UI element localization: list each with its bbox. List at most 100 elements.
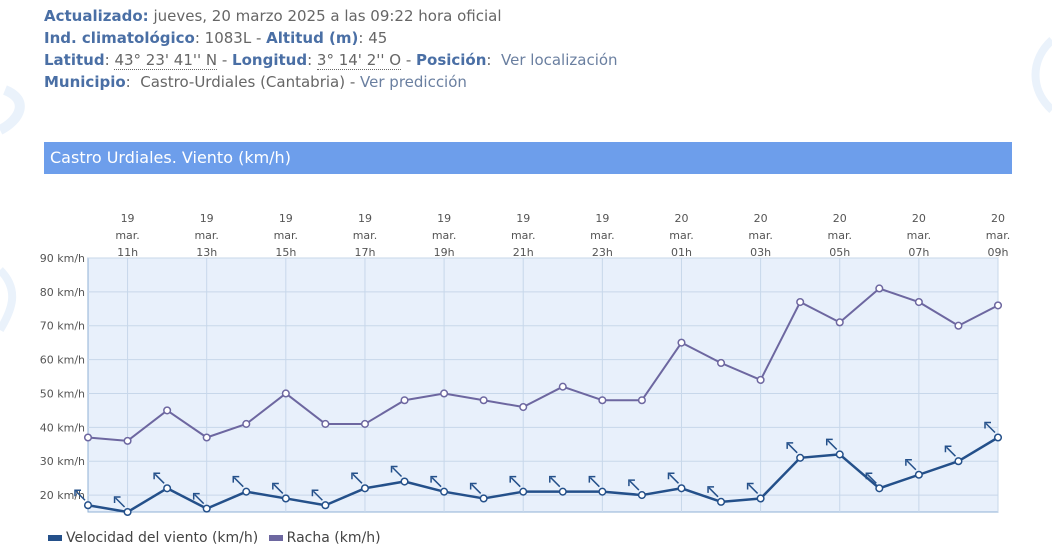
municipality-row: Municipio: Castro-Urdiales (Cantabria) -…	[44, 71, 618, 93]
y-tick-label: 90 km/h	[40, 252, 85, 265]
legend-label-wind: Velocidad del viento (km/h)	[66, 530, 259, 546]
x-tick-label: 19	[279, 212, 293, 225]
wind-speed-point	[756, 494, 765, 503]
climatological-index-value: : 1083L -	[194, 29, 267, 47]
x-tick-label: 19	[200, 212, 214, 225]
nw-arrow-icon	[746, 482, 759, 494]
x-tick-label: mar.	[511, 229, 535, 242]
nw-arrow-icon	[786, 442, 798, 454]
latitude-colon: :	[104, 51, 110, 69]
wind-speed-point	[637, 491, 646, 500]
x-tick-label: 09h	[988, 246, 1009, 259]
gust-point	[479, 396, 488, 405]
nw-arrow-icon	[351, 472, 363, 484]
altitude-value: : 45	[358, 29, 388, 47]
legend-label-gust: Racha (km/h)	[286, 530, 381, 546]
x-tick-label: mar.	[907, 229, 931, 242]
wind-speed-point	[677, 484, 686, 493]
wind-speed-point	[835, 450, 844, 459]
gust-point	[875, 284, 884, 293]
gust-point	[519, 402, 528, 412]
wind-speed-point	[875, 484, 884, 493]
x-tick-label: mar.	[353, 229, 377, 242]
nw-arrow-icon	[192, 492, 205, 505]
x-tick-label: 19h	[434, 246, 455, 259]
municipality-separator: -	[345, 73, 361, 91]
wind-speed-point	[914, 470, 923, 479]
nw-arrow-icon	[905, 458, 917, 471]
nw-arrow-icon	[825, 438, 838, 450]
x-tick-label: mar.	[115, 229, 139, 242]
chart-legend: Velocidad del viento (km/h) Racha (km/h)	[48, 530, 387, 546]
wind-chart: 20 km/h 30 km/h 40 km/h 50 km/h 60 km/h 70 km…	[40, 212, 1010, 517]
wind-speed-line	[87, 436, 999, 514]
latitude-label: Latitud	[44, 51, 105, 69]
longitude-label: Longitud	[232, 51, 308, 69]
y-tick-label: 20 km/h	[40, 489, 85, 502]
x-tick-label: 20	[674, 212, 688, 225]
wind-speed-point	[479, 494, 488, 503]
nw-arrow-icon	[430, 475, 442, 488]
wind-speed-point	[123, 507, 132, 517]
wind-speed-point	[993, 433, 1003, 442]
gust-point	[716, 358, 726, 368]
x-tick-label: 20	[833, 212, 847, 225]
wind-speed-point	[83, 501, 93, 510]
x-tick-label: 07h	[908, 246, 929, 259]
x-tick-label: mar.	[194, 229, 218, 242]
nw-arrow-icon	[588, 475, 600, 488]
gust-point	[796, 297, 805, 307]
legend-item-gust[interactable]: Racha (km/h)	[268, 530, 381, 546]
wind-speed-point	[558, 487, 567, 496]
nw-arrow-icon	[628, 479, 640, 491]
position-colon: :	[486, 51, 492, 69]
x-tick-label: 23h	[592, 246, 613, 259]
chart-title: Castro Urdiales. Viento (km/h)	[44, 142, 1012, 174]
altitude-label: Altitud (m)	[266, 29, 359, 47]
x-tick-label: 20	[991, 212, 1005, 225]
x-tick-label: mar.	[432, 229, 456, 242]
x-tick-label: mar.	[274, 229, 298, 242]
gust-point	[835, 318, 844, 327]
municipality-colon: :	[125, 73, 131, 91]
legend-swatch-gust	[268, 535, 283, 541]
see-forecast-link[interactable]: Ver predicción	[360, 73, 467, 91]
wind-speed-point	[954, 457, 963, 466]
gust-point	[993, 301, 1003, 310]
gust-point	[440, 389, 449, 398]
gust-point	[914, 297, 923, 307]
gust-point	[242, 419, 251, 428]
x-tick-label: 19	[358, 212, 372, 225]
updated-value: jueves, 20 marzo 2025 a las 09:22 hora o…	[153, 7, 502, 25]
wind-speed-point	[598, 487, 607, 496]
wind-speed-point	[716, 497, 726, 506]
see-location-link[interactable]: Ver localización	[501, 51, 618, 69]
x-tick-label: 15h	[275, 246, 296, 259]
wind-speed-point	[242, 487, 251, 496]
updated-label: Actualizado:	[44, 7, 149, 25]
latitude-value: 43° 23' 41'' N	[114, 51, 218, 70]
y-tick-label: 40 km/h	[40, 421, 85, 434]
gust-point	[954, 321, 963, 330]
coordinates-row: Latitud: 43° 23' 41'' N - Longitud: 3° 1…	[44, 49, 618, 71]
longitude-colon: :	[307, 51, 313, 69]
nw-arrow-icon	[272, 482, 284, 494]
gust-point	[756, 375, 765, 384]
nw-arrow-icon	[944, 445, 956, 457]
gust-line	[87, 287, 999, 442]
municipality-value: Castro-Urdiales (Cantabria)	[140, 73, 346, 91]
nw-arrow-icon	[390, 465, 403, 478]
x-tick-label: 13h	[196, 246, 217, 259]
municipality-label: Municipio	[44, 73, 126, 91]
x-tick-label: mar.	[986, 229, 1010, 242]
gust-point	[123, 436, 132, 445]
wind-speed-point	[440, 487, 449, 496]
legend-item-wind[interactable]: Velocidad del viento (km/h)	[48, 530, 263, 546]
nw-arrow-icon	[113, 496, 126, 508]
nw-arrow-icon	[984, 421, 996, 434]
wind-speed-point	[163, 484, 172, 493]
nw-arrow-icon	[311, 489, 323, 501]
longitude-value: 3° 14' 2'' O	[316, 51, 402, 70]
wind-speed-point	[281, 494, 290, 503]
position-label: Posición	[416, 51, 487, 69]
